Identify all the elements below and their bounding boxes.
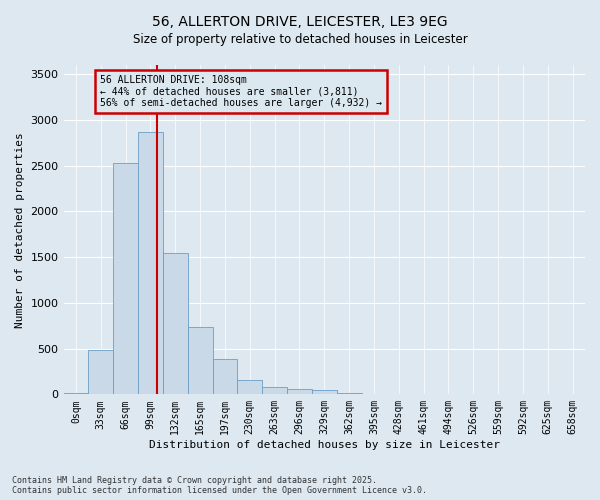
Text: Contains HM Land Registry data © Crown copyright and database right 2025.
Contai: Contains HM Land Registry data © Crown c…: [12, 476, 427, 495]
Bar: [312, 390, 337, 394]
Bar: [287, 390, 312, 394]
Bar: [238, 380, 262, 394]
Y-axis label: Number of detached properties: Number of detached properties: [15, 132, 25, 328]
Bar: [113, 163, 138, 394]
Bar: [88, 350, 113, 395]
Bar: [188, 326, 212, 394]
Bar: [337, 392, 362, 394]
Bar: [138, 132, 163, 394]
Bar: [262, 388, 287, 394]
X-axis label: Distribution of detached houses by size in Leicester: Distribution of detached houses by size …: [149, 440, 500, 450]
Text: Size of property relative to detached houses in Leicester: Size of property relative to detached ho…: [133, 32, 467, 46]
Bar: [163, 254, 188, 394]
Bar: [212, 358, 238, 394]
Text: 56, ALLERTON DRIVE, LEICESTER, LE3 9EG: 56, ALLERTON DRIVE, LEICESTER, LE3 9EG: [152, 15, 448, 29]
Text: 56 ALLERTON DRIVE: 108sqm
← 44% of detached houses are smaller (3,811)
56% of se: 56 ALLERTON DRIVE: 108sqm ← 44% of detac…: [100, 75, 382, 108]
Bar: [64, 392, 88, 394]
